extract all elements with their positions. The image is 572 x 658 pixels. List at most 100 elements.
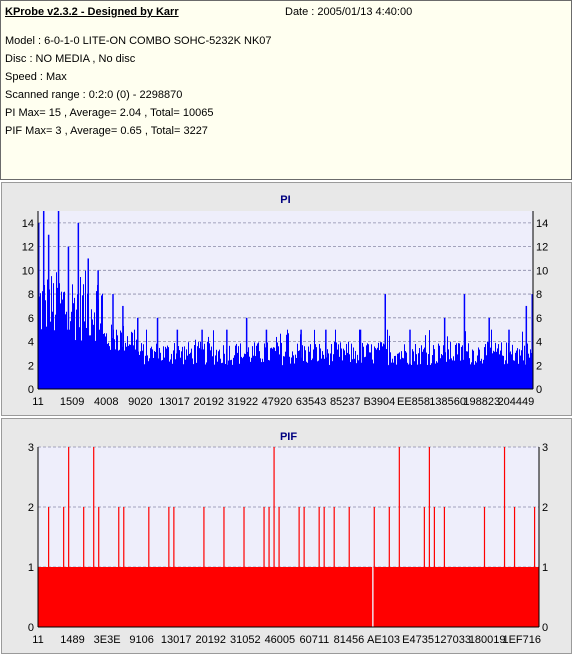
pi-bar <box>85 270 86 389</box>
pi-bar <box>470 364 471 389</box>
pi-bar <box>230 360 231 389</box>
pi-bar <box>247 351 248 389</box>
pi-bar <box>426 352 427 389</box>
pi-bar <box>244 353 245 389</box>
pi-chart: PI 0 0 2 2 4 4 6 6 8 8 10 10 12 12 14 14 11 1509 4008 9020 13… <box>22 194 549 408</box>
pi-bar <box>495 342 496 389</box>
pi-bar <box>228 360 229 389</box>
pi-bar <box>373 363 374 389</box>
pi-peak <box>156 317 159 389</box>
pi-bar <box>499 354 500 389</box>
pi-bar <box>51 276 52 389</box>
pi-bar <box>288 333 289 389</box>
pi-bar <box>83 284 84 389</box>
pi-bar <box>271 347 272 389</box>
pi-bar <box>365 356 366 389</box>
pi-bar <box>417 364 418 389</box>
pi-bar <box>254 342 255 389</box>
pi-bar <box>356 363 357 389</box>
y-tick-label-right: 14 <box>536 218 548 230</box>
pi-bar <box>504 364 505 389</box>
pi-bar <box>127 336 128 389</box>
pi-bar <box>243 356 244 389</box>
pi-peak <box>122 305 124 389</box>
y-tick-label: 0 <box>28 622 34 634</box>
pi-bar <box>158 358 159 389</box>
pi-bar <box>119 349 120 389</box>
pi-bar <box>159 347 160 389</box>
x-tick-label: 180019 <box>469 634 506 646</box>
pi-bar <box>525 364 526 389</box>
pi-bar <box>351 343 352 389</box>
pi-bar <box>380 342 381 389</box>
pi-bar <box>291 357 292 389</box>
info-panel: KProbe v2.3.2 - Designed by Karr Date : … <box>0 0 572 180</box>
pi-bar <box>135 349 136 389</box>
pi-bar <box>65 314 66 389</box>
pi-bar <box>99 329 100 389</box>
pi-bar <box>477 355 478 389</box>
pi-bar <box>219 349 220 389</box>
pi-summary-line: PI Max= 15 , Average= 2.04 , Total= 1006… <box>5 107 214 119</box>
pi-bar <box>49 289 50 389</box>
pi-bar <box>283 356 284 389</box>
pi-bar <box>232 364 233 389</box>
pif-spike <box>273 447 275 627</box>
pi-peak <box>531 294 533 389</box>
y-tick-label-right: 12 <box>536 242 548 254</box>
y-tick-label: 6 <box>28 313 34 325</box>
pi-bar <box>262 358 263 389</box>
pi-bar <box>324 358 325 389</box>
pi-bar <box>430 364 431 389</box>
pi-bar <box>190 352 191 389</box>
pi-bar <box>209 343 210 389</box>
pi-bar <box>264 343 265 389</box>
x-tick-label: 9020 <box>128 396 152 408</box>
pi-bar <box>105 336 106 389</box>
pi-bar <box>71 311 72 389</box>
pi-bar <box>275 351 276 389</box>
pi-bar <box>383 343 384 389</box>
x-tick-label: 138560 <box>429 396 466 408</box>
pi-bar <box>366 345 367 389</box>
pi-peak <box>38 222 40 389</box>
pi-bar <box>474 364 475 389</box>
pi-bar <box>176 353 177 389</box>
pi-bar <box>513 360 514 389</box>
pi-bar <box>346 343 347 389</box>
pi-bar <box>144 364 145 389</box>
y-tick-label: 3 <box>28 442 34 454</box>
pi-bar <box>175 359 176 389</box>
pi-bar <box>310 344 311 389</box>
pi-bar <box>349 354 350 389</box>
pi-bar <box>406 352 407 389</box>
pi-bar <box>64 291 65 389</box>
chart-title: PIF <box>280 431 297 443</box>
pi-bar <box>407 362 408 389</box>
pi-bar <box>238 346 239 389</box>
pi-bar <box>391 362 392 389</box>
y-tick-label: 14 <box>22 218 34 230</box>
pif-spike <box>398 447 400 627</box>
y-tick-label-right: 0 <box>536 384 542 396</box>
pi-bar <box>57 287 58 389</box>
pi-bar <box>193 364 194 389</box>
pi-bar <box>473 350 474 389</box>
pi-bar <box>350 362 351 389</box>
pi-bar <box>170 359 171 389</box>
pi-bar <box>200 341 201 389</box>
pi-bar <box>195 339 196 389</box>
pif-spike <box>118 507 120 627</box>
pi-bar <box>255 356 256 389</box>
pi-peak <box>325 329 327 389</box>
pi-bar <box>390 352 391 389</box>
pi-bar <box>321 358 322 389</box>
pi-bar <box>375 348 376 389</box>
pi-bar <box>188 342 189 389</box>
pi-bar <box>299 350 300 389</box>
pi-bar <box>106 333 107 389</box>
pi-bar <box>284 356 285 389</box>
pi-bar <box>154 351 155 389</box>
pi-bar <box>461 346 462 389</box>
pi-bar <box>169 361 170 389</box>
